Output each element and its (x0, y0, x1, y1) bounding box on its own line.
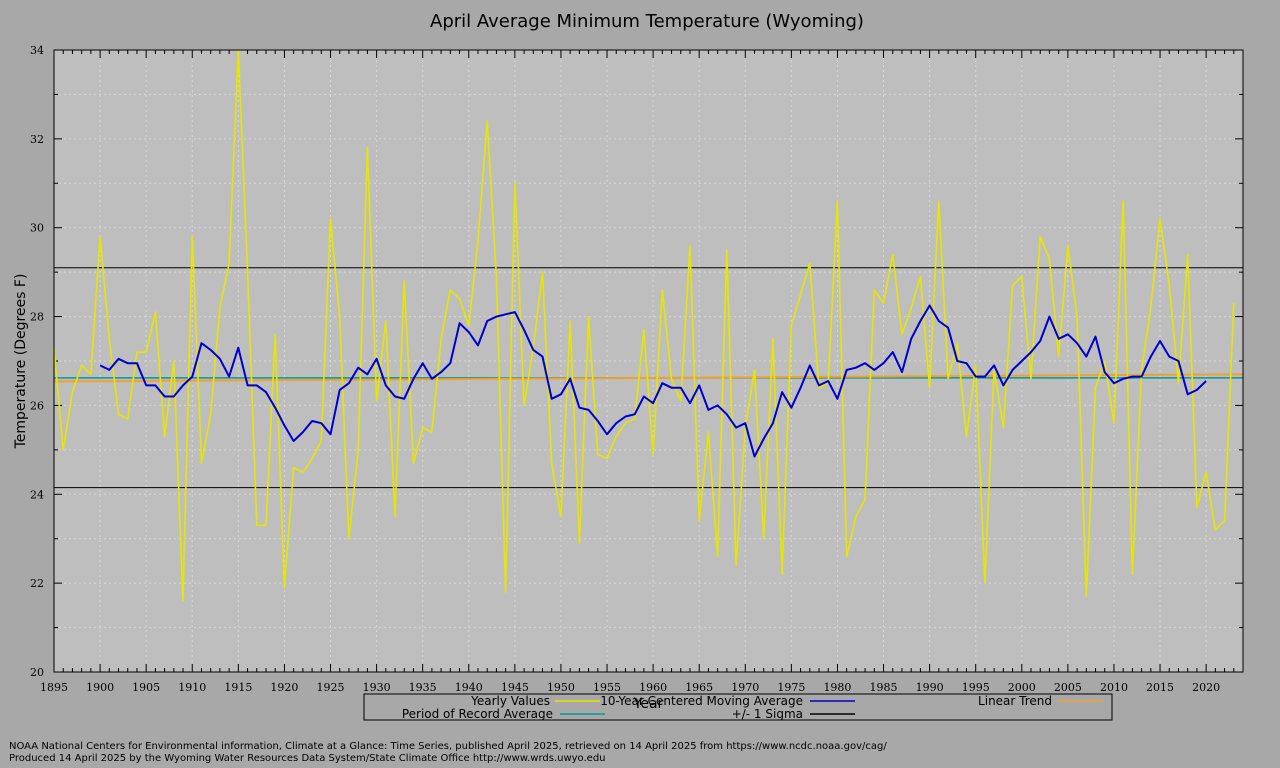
legend-moving-average-label: 10-Year Centered Moving Average (600, 694, 803, 708)
x-tick-label: 1905 (132, 681, 160, 694)
x-tick-label: 1915 (224, 681, 252, 694)
plot-border (53, 49, 1244, 673)
production-note: Produced 14 April 2025 by the Wyoming Wa… (9, 753, 606, 764)
y-axis-label: Temperature (Degrees F) (13, 274, 29, 450)
source-note: NOAA National Centers for Environmental … (9, 741, 887, 752)
y-tick-label: 30 (30, 222, 44, 235)
x-tick-label: 1940 (455, 681, 483, 694)
legend: Yearly Values 10-Year Centered Moving Ave… (363, 693, 1113, 721)
x-tick-label: 2010 (1100, 681, 1128, 694)
x-tick-label: 1975 (777, 681, 805, 694)
y-tick-label: 20 (30, 666, 44, 679)
plot-area: 1895 1900 1905 1910 1915 1920 1925 1930 1935 1940… (30, 44, 1244, 712)
x-tick-label: 1965 (685, 681, 713, 694)
legend-sigma-label: +/- 1 Sigma (732, 707, 803, 721)
y-tick-label: 28 (30, 311, 44, 324)
y-tick-label: 24 (30, 488, 44, 501)
moving-average-line (99, 304, 1207, 458)
x-tick-label: 1970 (731, 681, 759, 694)
legend-box (363, 693, 1113, 721)
x-axis-label: Year (633, 696, 664, 712)
chart-title: April Average Minimum Temperature (Wyomi… (430, 11, 864, 32)
x-tick-label: 1895 (40, 681, 68, 694)
x-tick-label: 1955 (593, 681, 621, 694)
y-tick-label: 26 (30, 399, 44, 412)
yearly-values-line (53, 49, 1235, 602)
x-tick-label: 1930 (363, 681, 391, 694)
x-tick-label: 1995 (962, 681, 990, 694)
x-tick-label: 1960 (639, 681, 667, 694)
y-tick-label: 34 (30, 44, 44, 57)
legend-linear-trend-label: Linear Trend (978, 694, 1052, 708)
x-tick-label: 1985 (870, 681, 898, 694)
y-tick-label: 32 (30, 133, 44, 146)
x-tick-label: 1980 (823, 681, 851, 694)
x-tick-label: 1925 (317, 681, 345, 694)
legend-period-average-label: Period of Record Average (402, 707, 553, 721)
x-tick-label: 1950 (547, 681, 575, 694)
x-tick-label: 2000 (1008, 681, 1036, 694)
x-tick-label: 2020 (1192, 681, 1220, 694)
x-tick-label: 1945 (501, 681, 529, 694)
x-tick-label: 1910 (178, 681, 206, 694)
x-tick-label: 1935 (409, 681, 437, 694)
y-tick-label: 22 (30, 577, 44, 590)
x-tick-label: 2005 (1054, 681, 1082, 694)
x-tick-label: 2015 (1146, 681, 1174, 694)
x-tick-label: 1920 (270, 681, 298, 694)
x-tick-label: 1900 (86, 681, 114, 694)
legend-yearly-label: Yearly Values (470, 694, 550, 708)
x-tick-label: 1990 (916, 681, 944, 694)
